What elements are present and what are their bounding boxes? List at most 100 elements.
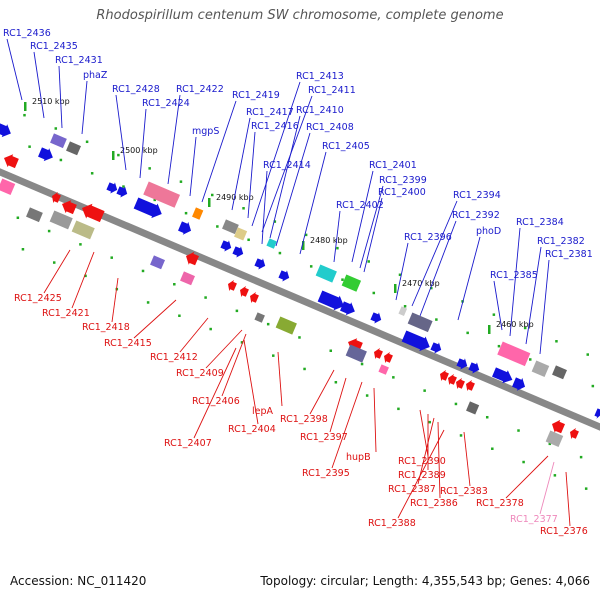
lane-dot [54,127,58,130]
gene-label-rc1_2383: RC1_2383 [440,486,488,497]
gene-label-phaz: phaZ [83,70,108,81]
leader-bottom-11 [329,377,347,433]
gene-label-rc1_2376: RC1_2376 [540,526,588,537]
gene-block-20-shape [275,316,297,335]
gene-label-rc1_2392: RC1_2392 [452,210,500,221]
leader-bottom-22 [565,471,571,527]
leader-bottom-20 [505,455,549,499]
gene-block-1 [66,141,81,156]
reverse-gene-arrow-2 [62,200,77,215]
leader-bottom-5 [205,329,243,369]
gene-block-8 [341,274,362,292]
forward-gene-arrow-15 [456,358,468,370]
leader-bottom-1 [71,251,95,309]
forward-gene-arrow-17 [492,367,513,384]
reverse-gene-arrow-6-shape [240,286,249,298]
gene-block-18-shape [180,271,195,286]
lane-dot [117,153,120,157]
reverse-gene-arrow-7-shape [250,292,259,304]
reverse-gene-arrow-5-shape [228,280,237,292]
lane-dot [278,251,282,255]
leader-top-5 [139,108,147,179]
gene-block-10 [497,341,531,367]
forward-gene-arrow-0-shape [0,123,11,138]
gene-label-phod: phoD [476,226,501,237]
forward-gene-arrow-18-shape [512,377,526,391]
summary-text: Topology: circular; Length: 4,355,543 bp… [260,574,590,588]
gene-label-rc1_2408: RC1_2408 [306,122,354,133]
leader-top-23 [419,220,457,317]
leader-top-10 [247,131,256,219]
gene-label-rc1_2385: RC1_2385 [490,270,538,281]
leader-bottom-7 [243,339,259,425]
lane-dot [173,283,176,286]
lane-dot [466,331,469,335]
forward-gene-arrow-10 [317,290,344,311]
gene-label-rc1_2384: RC1_2384 [516,217,564,228]
lane-dot [492,313,496,316]
leader-bottom-12 [331,381,363,469]
gene-label-mgps: mgpS [192,126,219,137]
lane-dot [110,256,113,259]
gene-label-lepa: lepA [252,406,274,417]
lane-dot [204,296,207,299]
gene-block-18 [180,271,195,286]
gene-label-rc1_2382: RC1_2382 [537,236,585,247]
lane-dot [59,158,63,162]
lane-dot [579,455,583,459]
gene-label-rc1_2419: RC1_2419 [232,90,280,101]
gene-block-21 [345,344,367,363]
forward-gene-arrow-14-shape [430,342,442,354]
forward-gene-arrow-7-shape [232,246,244,258]
lane-dot [184,211,188,215]
gene-block-8-shape [341,274,362,292]
backbone [0,168,600,431]
reverse-gene-arrow-2-shape [62,200,77,215]
lane-dot [309,265,313,268]
leader-bottom-10 [309,369,335,415]
leader-bottom-9 [277,351,283,407]
gene-block-24-shape [545,430,564,447]
gene-block-22 [378,364,389,375]
gene-block-16-shape [71,220,95,240]
scale-tick-2 [208,198,211,207]
leader-top-24 [457,236,481,321]
gene-block-0-shape [50,133,67,149]
lane-dot [430,286,433,290]
gene-label-rc1_2425: RC1_2425 [14,293,62,304]
gene-block-14-shape [26,207,43,223]
lane-dot [435,318,438,321]
reverse-gene-arrow-0 [4,154,19,169]
forward-gene-arrow-5-shape [178,221,192,235]
lane-dot [178,314,181,318]
reverse-gene-arrow-0-shape [4,154,19,169]
lane-dot [216,225,219,228]
gene-block-1-shape [66,141,81,156]
leader-top-12 [251,81,301,227]
leader-top-0 [6,38,23,101]
leader-top-25 [493,280,503,331]
leader-top-1 [33,51,45,119]
leader-top-26 [509,227,521,337]
gene-label-rc1_2399: RC1_2399 [379,175,427,186]
lane-dot [266,322,270,326]
forward-gene-arrow-2-shape [106,182,118,194]
lane-dot [398,273,402,277]
forward-gene-arrow-0 [0,123,11,138]
leader-top-7 [189,136,197,197]
forward-gene-arrow-13 [401,330,430,352]
gene-block-14 [26,207,43,223]
gene-label-rc1_2436: RC1_2436 [3,28,51,39]
leader-bottom-3 [133,299,177,339]
lane-dot [517,429,520,432]
forward-gene-arrow-17-shape [492,367,513,384]
forward-gene-arrow-13-shape [401,330,430,352]
forward-gene-arrow-10-shape [317,290,344,311]
gene-block-25-shape [398,306,408,317]
lane-dot [148,167,151,170]
gene-block-9 [407,312,433,333]
lane-dot [491,447,494,450]
lane-dot [528,358,532,361]
lane-dot [242,207,245,210]
gene-block-17 [150,255,165,270]
